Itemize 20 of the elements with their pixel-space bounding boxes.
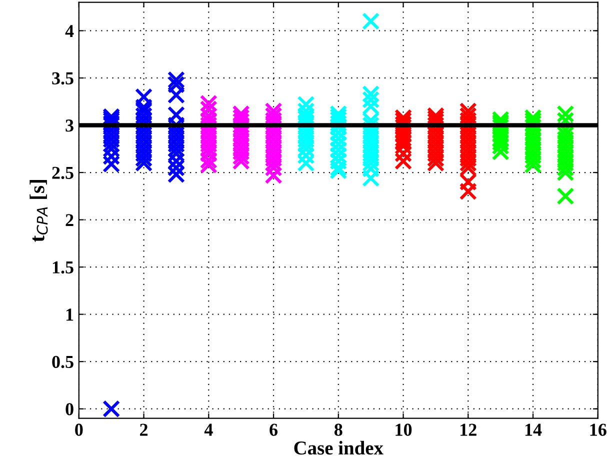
y-tick-label: 3: [66, 120, 74, 132]
x-axis-title: Case index: [294, 440, 384, 455]
x-tick-label: 2: [140, 424, 148, 436]
x-tick-label: 14: [525, 424, 542, 436]
x-tick-label: 12: [460, 424, 476, 436]
x-tick-label: 8: [334, 424, 342, 436]
y-tick-label: 0: [66, 403, 74, 416]
y-tick-label: 2: [66, 214, 74, 226]
y-axis-title: t$_{CPA}$ [s]: [30, 180, 48, 242]
y-tick-label: 3.5: [52, 72, 74, 84]
y-tick-label: 0.5: [52, 356, 74, 368]
y-tick-label: 4: [65, 25, 74, 37]
y-tick-label: 1: [66, 308, 74, 321]
x-tick-label: 6: [270, 424, 278, 436]
x-tick-label: 16: [590, 424, 606, 436]
y-tick-label: 2.5: [52, 166, 74, 180]
x-tick-label: 10: [396, 424, 412, 436]
y-tick-label: 1.5: [52, 261, 74, 274]
x-tick-label: 0: [75, 424, 83, 436]
x-tick-label: 4: [204, 424, 213, 436]
